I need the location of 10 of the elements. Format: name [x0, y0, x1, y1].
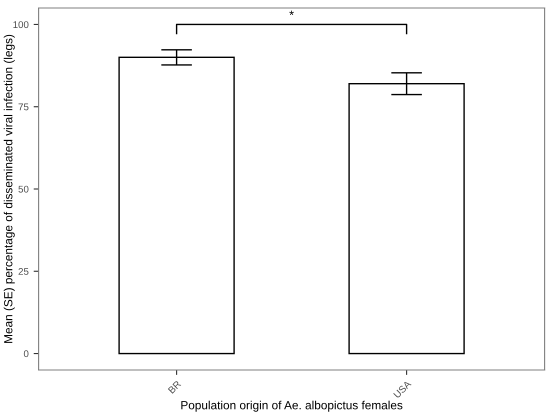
y-tick-label: 0 [24, 350, 28, 358]
x-tick-label: BR [168, 380, 182, 394]
x-tick-label: USA [393, 380, 412, 398]
x-axis-title: Population origin of Ae. albopictus females [181, 400, 402, 412]
y-tick-label: 25 [18, 268, 28, 275]
annotation: * [289, 10, 294, 16]
y-tick-label: 75 [18, 104, 28, 110]
y-tick-label: 100 [13, 21, 28, 28]
y-tick-label: 50 [18, 186, 28, 193]
y-axis-title: Mean (SE) percentage of disseminated viral infection (legs) [4, 34, 15, 343]
